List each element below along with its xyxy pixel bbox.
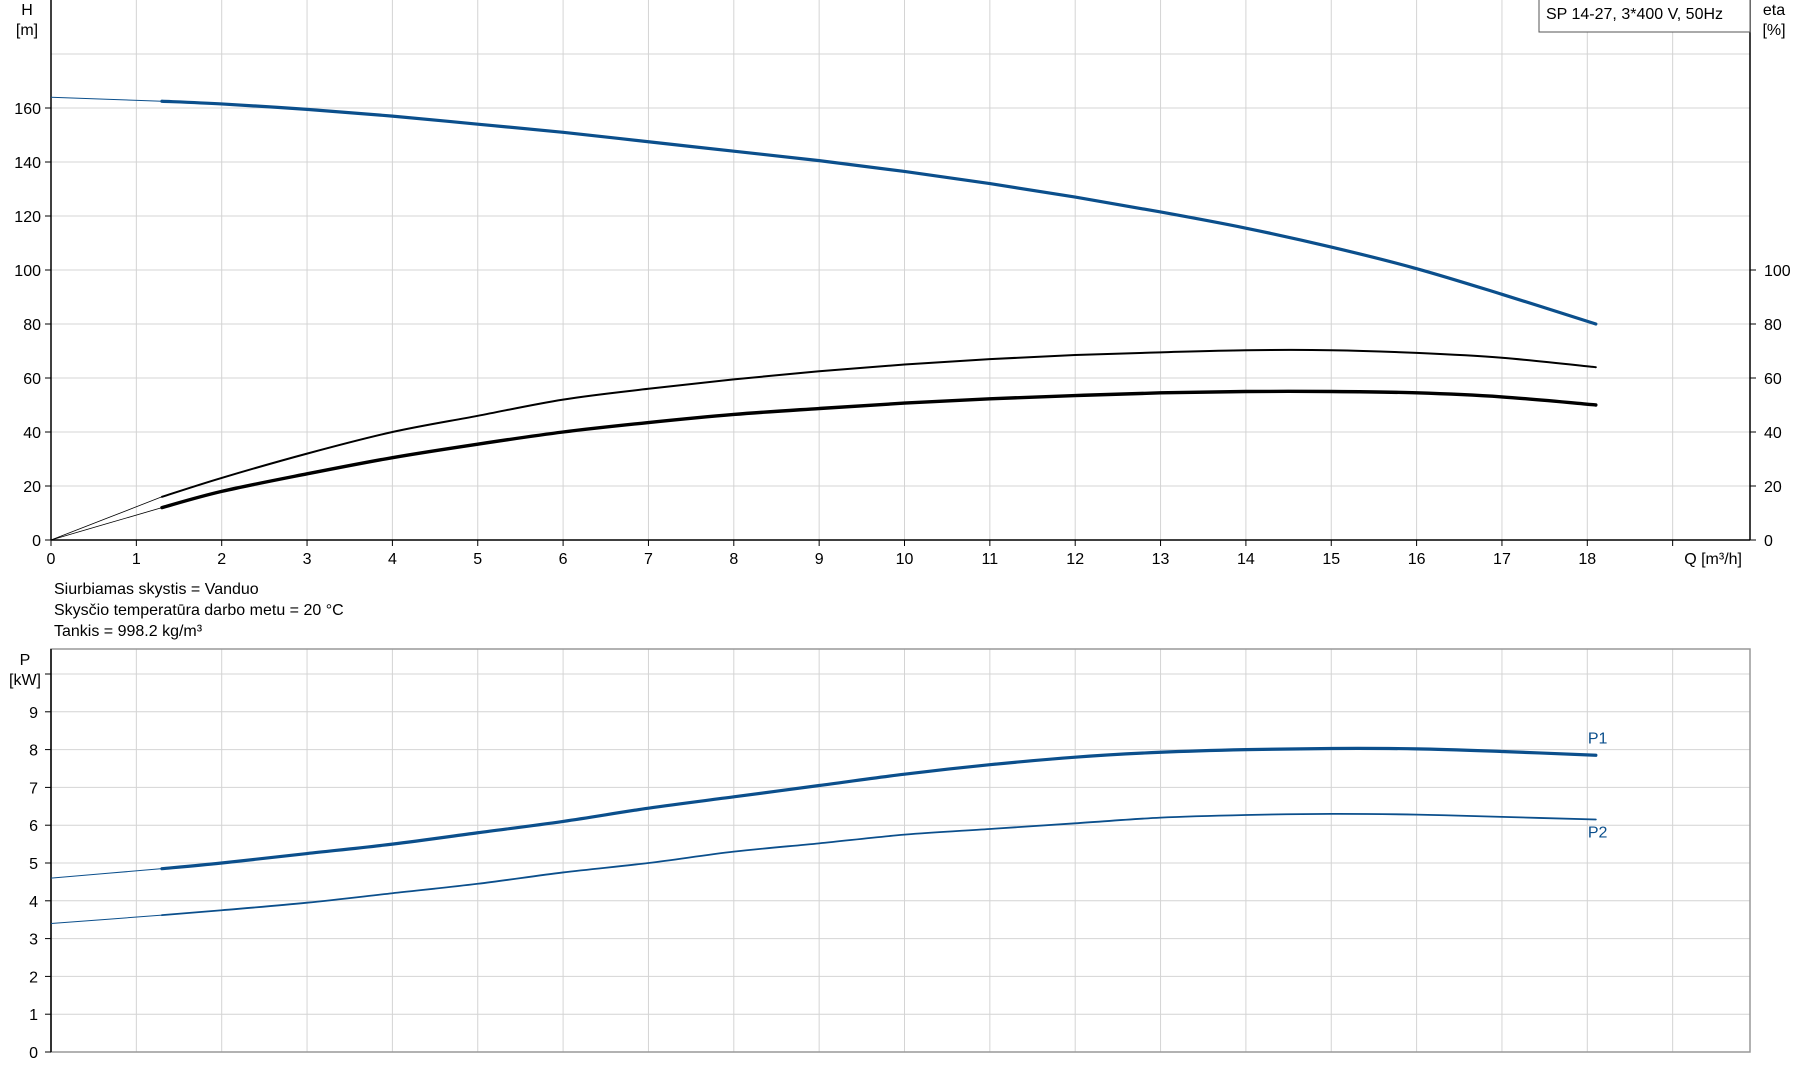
p-tick-label: 2	[29, 969, 38, 986]
p-tick-label: 1	[29, 1007, 38, 1024]
efficiency-curve-upper-extrapolated	[50, 496, 163, 541]
x-tick-label: 12	[1066, 551, 1084, 568]
h-tick-label: 100	[14, 263, 41, 280]
p-tick-label: 6	[29, 818, 38, 835]
x-tick-label: 14	[1237, 551, 1255, 568]
eta-tick-label: 80	[1764, 317, 1782, 334]
p-tick-label: 7	[29, 780, 38, 797]
x-tick-label: 3	[303, 551, 312, 568]
p-tick-label: 9	[29, 705, 38, 722]
x-tick-label: 4	[388, 551, 397, 568]
eta-tick-label: 0	[1764, 533, 1773, 550]
x-tick-label: 1	[132, 551, 141, 568]
p-tick-label: 8	[29, 743, 38, 760]
eta-axis-label: eta	[1763, 2, 1785, 19]
p-tick-label: 4	[29, 894, 38, 911]
x-tick-label: 17	[1493, 551, 1511, 568]
eta-axis-unit: [%]	[1762, 22, 1785, 39]
x-tick-label: 7	[644, 551, 653, 568]
info-density: Tankis = 998.2 kg/m³	[54, 623, 203, 640]
h-tick-label: 0	[32, 533, 41, 550]
efficiency-curve-lower-extrapolated	[50, 507, 163, 541]
p2-curve-extrapolated	[50, 914, 162, 924]
p-axis-unit: [kW]	[9, 672, 41, 689]
x-tick-label: 16	[1408, 551, 1426, 568]
x-axis-label: Q [m³/h]	[1684, 551, 1742, 568]
top-chart-grid	[50, 0, 1751, 541]
x-tick-label: 10	[896, 551, 914, 568]
p-tick-label: 5	[29, 856, 38, 873]
head-curve-extrapolated	[50, 96, 162, 102]
eta-tick-label: 60	[1764, 371, 1782, 388]
info-temperature: Skysčio temperatūra darbo metu = 20 °C	[54, 602, 344, 619]
head-curve	[160, 99, 1598, 326]
curves	[50, 96, 1598, 924]
x-tick-label: 15	[1322, 551, 1340, 568]
x-tick-label: 2	[217, 551, 226, 568]
x-tick-label: 6	[559, 551, 568, 568]
efficiency-curve-lower	[160, 389, 1598, 510]
p-axis-label: P	[20, 652, 31, 669]
info-liquid: Siurbiamas skystis = Vanduo	[54, 581, 259, 598]
title-box: SP 14-27, 3*400 V, 50Hz	[1538, 0, 1751, 33]
eta-tick-label: 40	[1764, 425, 1782, 442]
h-tick-label: 160	[14, 101, 41, 118]
x-tick-label: 13	[1152, 551, 1170, 568]
eta-tick-label: 100	[1764, 263, 1791, 280]
power-plot-frame	[50, 648, 1751, 1053]
p2-curve	[161, 812, 1597, 917]
x-tick-label: 0	[47, 551, 56, 568]
h-tick-label: 140	[14, 155, 41, 172]
axis-labels: 0 1 2 3 4 5 6 7 8 9 10 11 12 13 14 15 16 17 18 Q [m³/h]0204…	[9, 2, 1791, 1062]
x-tick-label: 5	[473, 551, 482, 568]
x-tick-label: 8	[729, 551, 738, 568]
x-tick-label: 18	[1578, 551, 1596, 568]
efficiency-curve-upper	[160, 348, 1597, 498]
h-tick-label: 40	[23, 425, 41, 442]
p1-curve-extrapolated	[50, 868, 162, 879]
p2-label: P2	[1588, 825, 1608, 842]
chart-title: SP 14-27, 3*400 V, 50Hz	[1546, 6, 1723, 23]
h-tick-label: 20	[23, 479, 41, 496]
x-tick-label: 11	[982, 551, 999, 568]
h-tick-label: 60	[23, 371, 41, 388]
eta-tick-label: 20	[1764, 479, 1782, 496]
p-tick-label: 0	[29, 1045, 38, 1062]
h-axis-unit: [m]	[16, 22, 38, 39]
p1-curve	[160, 746, 1598, 871]
p-tick-label: 3	[29, 932, 38, 949]
h-axis-label: H	[21, 2, 33, 19]
x-tick-label: 9	[815, 551, 824, 568]
h-tick-label: 80	[23, 317, 41, 334]
h-tick-label: 120	[14, 209, 41, 226]
p1-label: P1	[1588, 730, 1608, 747]
bottom-chart-grid	[50, 648, 1751, 1053]
